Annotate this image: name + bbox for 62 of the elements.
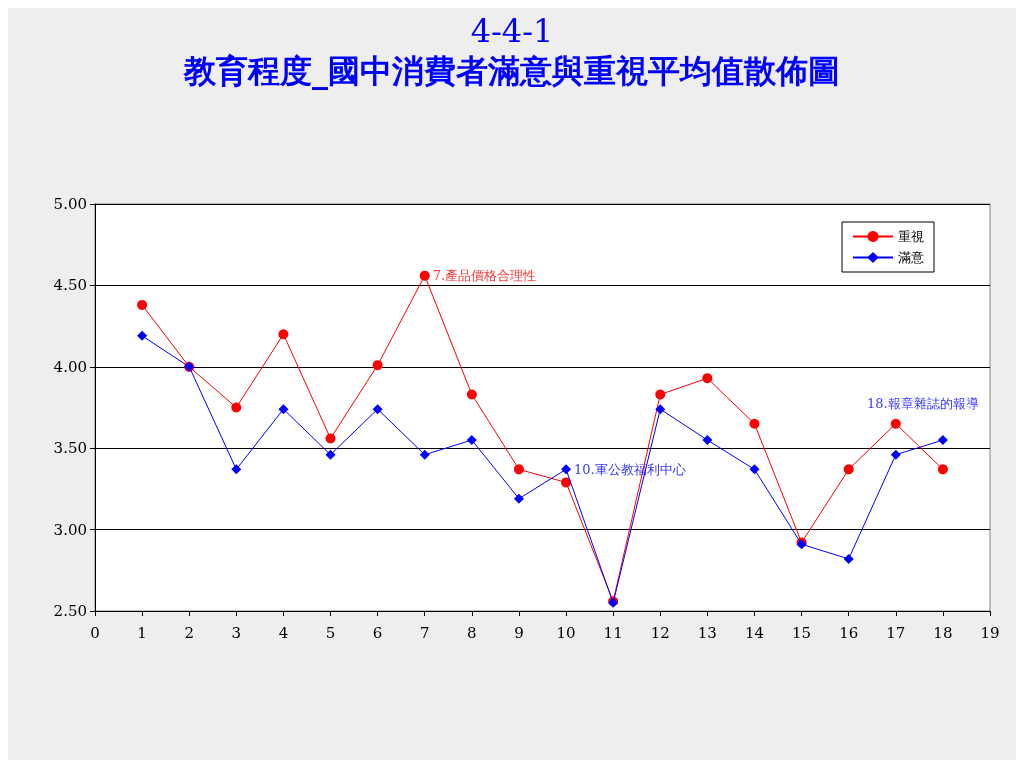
point — [231, 464, 242, 475]
legend-label: 滿意 — [898, 250, 924, 265]
x-tick-label: 13 — [697, 623, 717, 642]
x-tick-label: 19 — [980, 623, 1000, 642]
y-tick-label: 4.00 — [53, 357, 87, 376]
point — [655, 404, 666, 415]
x-tick-label: 8 — [467, 623, 477, 642]
point — [137, 330, 148, 341]
x-tick-label: 1 — [137, 623, 147, 642]
point — [702, 435, 713, 446]
x-tick-label: 7 — [419, 623, 430, 642]
point — [843, 553, 854, 564]
x-tick-label: 3 — [231, 623, 242, 642]
y-tick-label: 2.50 — [53, 602, 87, 620]
x-tick-label: 9 — [514, 623, 524, 642]
chart-subtitle: 教育程度_國中消費者滿意與重視平均值散佈圖 — [183, 52, 840, 90]
point — [702, 373, 713, 384]
point — [561, 464, 572, 475]
point — [561, 477, 572, 488]
point — [325, 433, 336, 444]
y-tick-label: 5.00 — [53, 195, 87, 213]
point — [278, 404, 289, 415]
point — [937, 435, 948, 446]
x-tick-label: 18 — [933, 623, 953, 642]
point — [749, 418, 760, 429]
x-tick-label: 16 — [839, 623, 859, 642]
chart-title: 4-4-1 — [470, 12, 554, 50]
point — [890, 449, 901, 460]
point — [419, 270, 430, 281]
x-tick-label: 14 — [744, 623, 765, 642]
annotation: 7.產品價格合理性 — [432, 268, 537, 284]
point — [466, 389, 477, 400]
x-tick-label: 12 — [650, 623, 670, 642]
point — [137, 299, 148, 310]
point — [843, 464, 854, 475]
point — [325, 449, 336, 460]
x-tick-label: 10 — [556, 623, 576, 642]
x-tick-label: 4 — [278, 623, 289, 642]
annotation: 18.報章雜誌的報導 — [867, 396, 979, 412]
point — [890, 418, 901, 429]
point — [372, 360, 383, 371]
x-tick-label: 6 — [372, 623, 383, 642]
legend-label: 重視 — [898, 229, 924, 244]
x-tick-label: 5 — [325, 623, 336, 642]
x-tick-label: 11 — [603, 623, 623, 642]
y-tick-label: 4.50 — [53, 276, 87, 295]
x-tick-label: 15 — [792, 623, 812, 642]
y-tick-label: 3.00 — [53, 520, 87, 539]
y-tick-label: 3.50 — [53, 439, 87, 458]
point — [419, 449, 430, 460]
point — [749, 464, 760, 475]
x-tick-label: 2 — [184, 623, 194, 642]
point — [372, 404, 383, 415]
point — [466, 435, 477, 446]
point — [513, 493, 524, 504]
point — [231, 402, 242, 413]
point — [655, 389, 666, 400]
x-tick-label: 17 — [886, 623, 906, 642]
point — [513, 464, 524, 475]
point — [937, 464, 948, 475]
point — [278, 329, 289, 340]
x-tick-label: 0 — [90, 623, 100, 642]
